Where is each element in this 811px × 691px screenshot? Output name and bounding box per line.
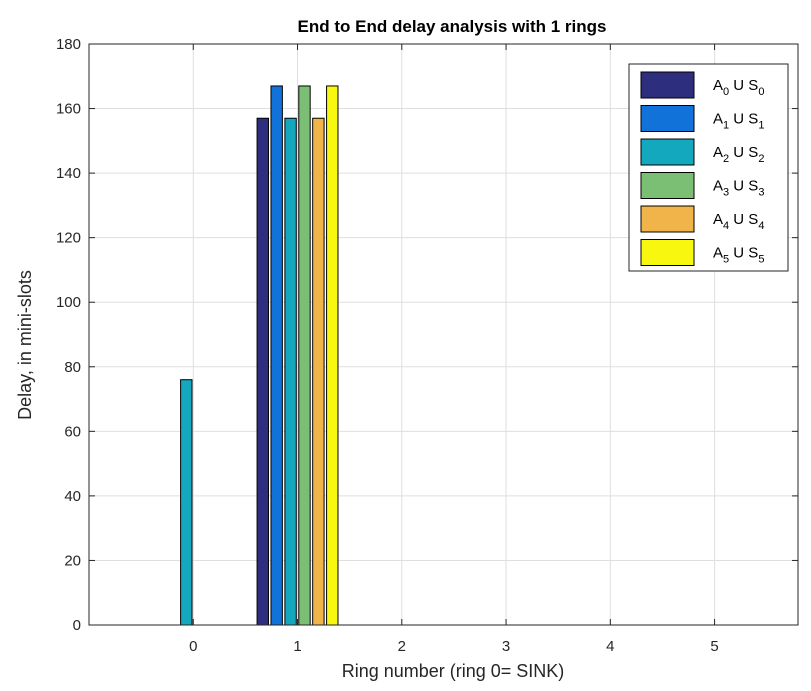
x-tick-label: 2 [398,638,406,655]
bar [256,117,269,626]
y-tick-label: 120 [56,230,81,247]
y-tick-label: 40 [64,488,81,505]
y-tick-label: 0 [73,617,81,634]
legend-entry: A1 U S1 [713,111,764,132]
legend-entry: A4 U S4 [713,211,764,232]
legend-swatch [640,138,695,166]
bar [180,379,193,626]
x-tick-label: 0 [189,638,197,655]
bar [312,117,325,626]
bar [326,85,339,626]
y-tick-label: 20 [64,552,81,569]
x-tick-label: 1 [293,638,301,655]
x-axis-label: Ring number (ring 0= SINK) [342,661,565,681]
y-axis-label: Delay, in mini-slots [15,270,35,420]
bar [270,85,283,626]
legend-entry: A2 U S2 [713,144,764,165]
x-tick-label: 5 [710,638,718,655]
x-tick-label: 3 [502,638,510,655]
legend-entry: A5 U S5 [713,245,764,266]
legend-entry: A3 U S3 [713,178,764,199]
bar [284,117,297,626]
legend-swatch [640,71,695,99]
legend-swatch [640,239,695,266]
y-tick-label: 180 [56,36,81,53]
chart-title: End to End delay analysis with 1 rings [298,17,607,36]
axes-box [88,43,799,626]
axes [88,43,799,626]
legend-swatch [640,172,695,199]
legend-entry: A0 U S0 [713,77,764,98]
y-tick-label: 80 [64,359,81,376]
y-tick-label: 100 [56,294,81,311]
legend: A0 U S0 A1 U S1 A2 U S2 A3 U S3 A4 U S4 A5 U … [628,63,789,272]
y-tick-label: 140 [56,165,81,182]
x-tick-label: 4 [606,638,614,655]
y-tick-label: 60 [64,423,81,440]
legend-swatch [640,105,695,132]
y-tick-label: 160 [56,101,81,118]
bar [298,85,311,626]
legend-swatch [640,205,695,233]
tick-labels: 0 20 40 60 80 100 120 140 160 180 0 1 2 3 4 5 [56,36,719,655]
